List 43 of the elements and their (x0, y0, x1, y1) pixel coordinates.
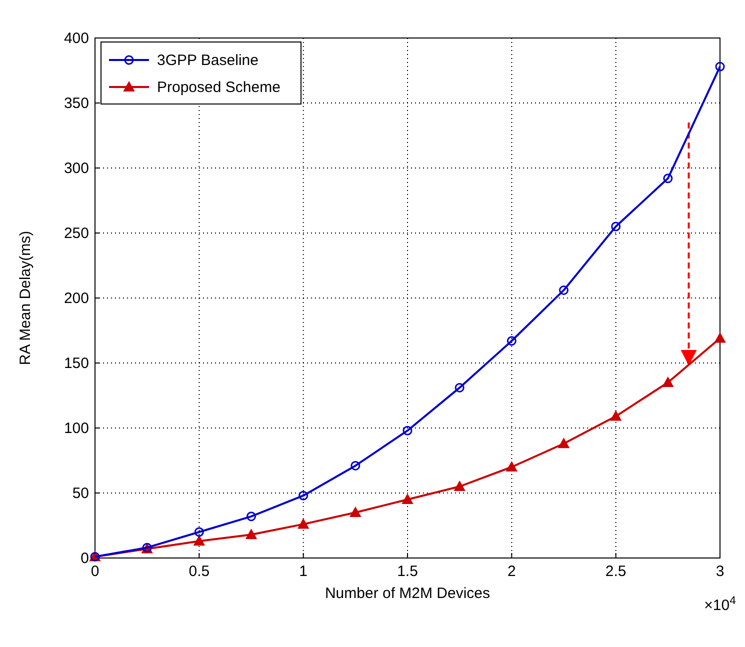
x-tick-label: 2 (507, 563, 516, 580)
point (559, 285, 568, 295)
point (663, 174, 673, 184)
point (246, 529, 257, 540)
point (454, 481, 466, 491)
text: ×10$^{4}$ (704, 595, 736, 614)
y-tick-label: 150 (64, 355, 89, 372)
point (662, 377, 674, 387)
point (558, 438, 570, 448)
point (715, 62, 725, 72)
point (454, 382, 464, 392)
point (402, 426, 412, 436)
point (506, 462, 518, 472)
x-tick-label: 3 (716, 563, 724, 580)
y-tick-label: 200 (64, 290, 89, 307)
x-tick-label: 1.5 (397, 563, 418, 580)
x-tick-label: 0.5 (188, 563, 210, 580)
point (350, 507, 361, 517)
point (194, 536, 205, 546)
y-tick-label: 50 (72, 485, 89, 502)
y-axis-title: RA Mean Delay(ms) (17, 230, 34, 366)
point (246, 512, 256, 522)
point (402, 494, 413, 504)
x-axis-title: Number of M2M Devices (324, 585, 490, 602)
legend-label: 3GPP Baseline (157, 52, 258, 69)
x-tick-label: 0 (90, 563, 100, 580)
legend-label: Proposed Scheme (157, 79, 280, 96)
y-tick-label: 350 (64, 95, 89, 112)
y-tick-label: 250 (64, 225, 89, 242)
point (298, 490, 308, 500)
point (714, 332, 726, 343)
y-tick-label: 300 (64, 160, 89, 177)
y-tick-label: 0 (80, 550, 89, 567)
x-tick-label: 1 (299, 563, 308, 580)
point (610, 410, 622, 421)
y-tick-label: 100 (64, 420, 89, 437)
point (506, 336, 516, 346)
point (611, 222, 621, 232)
point (194, 527, 204, 537)
y-tick-label: 400 (64, 30, 89, 47)
x-tick-label: 2.5 (605, 563, 626, 580)
point (350, 460, 360, 470)
point (298, 518, 309, 529)
